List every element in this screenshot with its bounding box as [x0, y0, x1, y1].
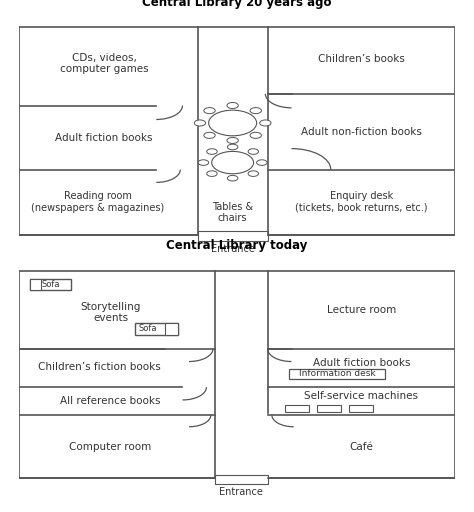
Text: Adult non-fiction books: Adult non-fiction books [301, 127, 422, 137]
Bar [349, 404, 373, 412]
Bar [289, 369, 385, 379]
Text: Entrance: Entrance [211, 244, 255, 254]
Circle shape [248, 171, 258, 177]
Bar [285, 404, 309, 412]
Circle shape [209, 110, 256, 136]
Circle shape [256, 160, 267, 165]
Text: Café: Café [349, 441, 373, 452]
Bar [30, 279, 41, 290]
Text: Sofa: Sofa [138, 325, 157, 333]
Circle shape [228, 176, 238, 181]
Circle shape [204, 132, 215, 138]
Text: Entrance: Entrance [219, 487, 263, 497]
Circle shape [250, 132, 262, 138]
Text: Storytelling
events: Storytelling events [81, 302, 141, 324]
Circle shape [228, 144, 238, 150]
Circle shape [212, 152, 254, 174]
Bar [19, 28, 455, 235]
Bar [19, 271, 455, 478]
Circle shape [204, 108, 215, 114]
Text: Central Library 20 years ago: Central Library 20 years ago [142, 0, 332, 9]
Text: Sofa: Sofa [41, 280, 60, 289]
Circle shape [227, 102, 238, 109]
Circle shape [207, 149, 217, 154]
Bar [215, 475, 267, 484]
Text: Central Library today: Central Library today [166, 239, 308, 252]
Bar [30, 279, 71, 290]
Circle shape [248, 149, 258, 154]
Text: All reference books: All reference books [60, 396, 161, 406]
Circle shape [207, 171, 217, 177]
Text: Enquiry desk
(tickets, book returns, etc.): Enquiry desk (tickets, book returns, etc… [295, 191, 428, 213]
Text: Adult fiction books: Adult fiction books [55, 133, 153, 143]
Text: Tables &
chairs: Tables & chairs [212, 202, 253, 223]
Circle shape [194, 120, 206, 126]
Text: Computer room: Computer room [69, 441, 152, 452]
Circle shape [198, 160, 209, 165]
Text: Lecture room: Lecture room [327, 305, 396, 315]
Circle shape [250, 108, 262, 114]
Text: Adult fiction books: Adult fiction books [312, 358, 410, 368]
Text: Children’s fiction books: Children’s fiction books [38, 362, 161, 372]
Bar [198, 231, 267, 241]
Text: Children’s books: Children’s books [318, 54, 405, 64]
Bar [317, 404, 341, 412]
Bar [135, 323, 178, 335]
Circle shape [260, 120, 271, 126]
Text: Self-service machines: Self-service machines [304, 392, 418, 401]
Text: CDs, videos,
computer games: CDs, videos, computer games [60, 53, 148, 74]
Text: Reading room
(newspapers & magazines): Reading room (newspapers & magazines) [31, 191, 164, 213]
Circle shape [227, 137, 238, 143]
Bar [165, 323, 178, 335]
Text: Information desk: Information desk [299, 369, 375, 378]
